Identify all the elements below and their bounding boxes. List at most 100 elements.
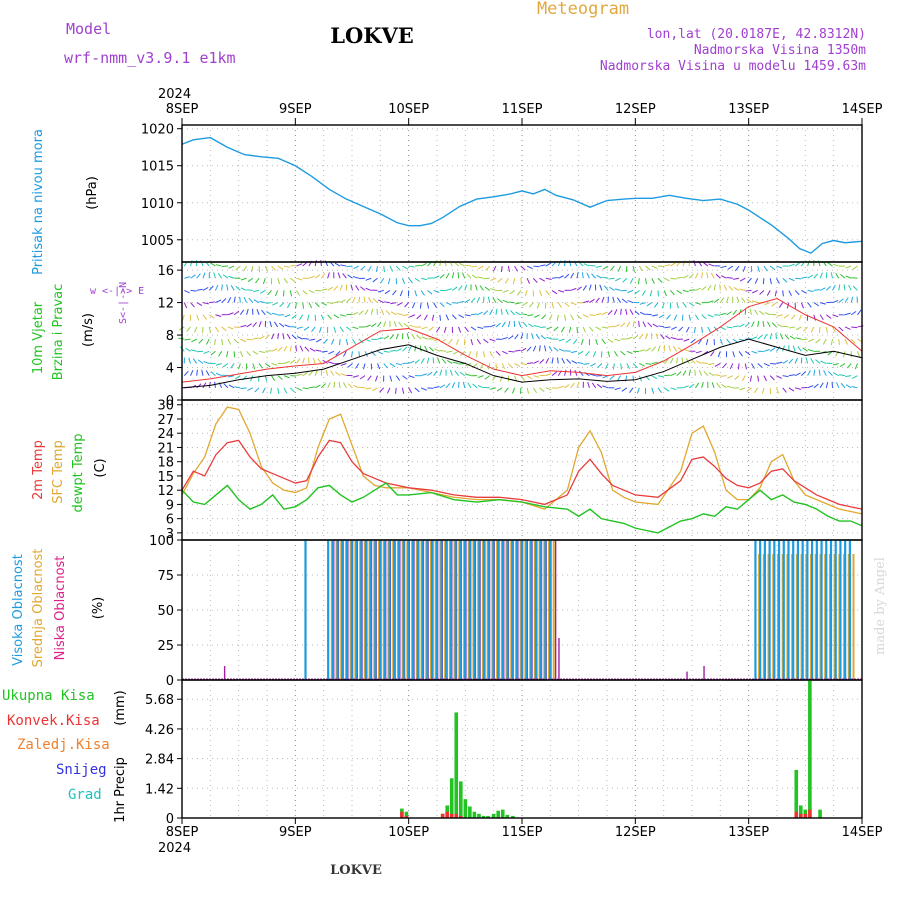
cloud-bar-high <box>459 540 462 680</box>
wind-arrow <box>235 265 241 271</box>
gust-line <box>181 297 863 383</box>
wind-arrow <box>396 362 403 366</box>
wind-arrow <box>782 290 784 297</box>
wind-arrow <box>401 278 406 285</box>
wind-arrow <box>350 284 354 291</box>
wind-arrow <box>327 286 333 291</box>
wind-arrow <box>683 338 690 342</box>
wind-arrow <box>844 338 848 345</box>
wind-arrow <box>239 296 241 303</box>
wind-arrow <box>497 298 503 303</box>
wind-arrow <box>833 372 839 377</box>
wind-arrow <box>759 290 765 295</box>
wind-arrow <box>844 297 849 303</box>
wind-arrow <box>427 290 433 295</box>
wind-arrow <box>642 321 646 328</box>
wind-arrow <box>681 357 684 364</box>
wind-arrow <box>531 333 534 340</box>
wind-arrow <box>774 290 777 297</box>
wind-arrow <box>749 308 752 315</box>
wind-arrow <box>327 382 331 389</box>
wind-arrow <box>851 375 858 379</box>
wind-arrow <box>617 265 622 272</box>
wind-arrow <box>803 326 808 332</box>
wind-arrow <box>694 369 696 376</box>
wind-arrow <box>788 263 795 267</box>
wind-arrow <box>335 371 341 377</box>
wind-arrow <box>311 326 316 333</box>
wind-arrow <box>548 314 553 321</box>
wind-arrow <box>421 326 428 330</box>
wind-arrow <box>441 358 447 364</box>
wind-arrow <box>634 290 640 295</box>
wind-arrow <box>350 351 354 358</box>
wind-arrow <box>414 387 420 393</box>
y-tick-label: 1005 <box>141 234 174 249</box>
wind-arrow <box>247 277 254 283</box>
wind-arrow <box>553 346 559 352</box>
wind-arrow <box>592 351 597 358</box>
wind-arrow <box>240 277 247 281</box>
wind-arrow <box>403 323 409 328</box>
wind-arrow <box>533 360 539 364</box>
y-tick-label: 75 <box>157 569 174 584</box>
wind-arrow <box>777 323 783 328</box>
wind-arrow <box>196 302 203 307</box>
wind-arrow <box>183 302 188 309</box>
wind-arrow <box>395 348 402 352</box>
wind-arrow <box>416 334 422 340</box>
temp-unit: (C) <box>93 458 108 477</box>
wind-arrow <box>197 359 204 364</box>
wind-arrow <box>389 349 396 352</box>
wind-arrow <box>807 274 814 279</box>
wind-arrow <box>747 277 752 283</box>
wind-arrow <box>822 338 827 345</box>
wind-arrow <box>649 290 653 297</box>
wind-arrow <box>514 302 521 305</box>
wind-arrow <box>483 338 489 344</box>
wind-arrow <box>278 322 285 328</box>
wind-arrow <box>466 273 472 279</box>
wind-arrow <box>462 272 466 279</box>
wind-arrow <box>203 361 210 364</box>
wind-arrow <box>271 375 276 382</box>
wind-arrow <box>565 338 572 344</box>
wind-arrow <box>477 326 484 330</box>
cloud-bar-high <box>407 540 410 680</box>
wind-arrow <box>670 337 677 340</box>
wind-arrow <box>670 277 677 280</box>
wind-arrow <box>471 274 478 279</box>
wind-arrow <box>589 298 595 304</box>
wind-arrow <box>302 302 305 309</box>
wind-arrow <box>545 387 552 391</box>
y-tick-label: 0 <box>166 674 174 689</box>
wind-arrow <box>228 265 235 269</box>
wind-arrow <box>527 362 534 364</box>
precip-unit: (mm) <box>113 690 128 725</box>
wind-arrow <box>807 302 812 308</box>
wind-arrow <box>372 277 378 283</box>
date-label-top: 10SEP <box>388 102 429 117</box>
wind-arrow <box>566 358 572 364</box>
wind-arrow <box>622 277 628 283</box>
station-title: LOKVE <box>330 23 414 48</box>
wind-arrow <box>514 265 518 272</box>
wind-arrow <box>271 333 275 340</box>
wind-arrow <box>395 387 397 394</box>
wind-arrow <box>464 299 471 304</box>
wind-arrow <box>695 287 702 291</box>
wind-arrow <box>782 325 789 328</box>
wind-arrow <box>571 360 578 364</box>
wind-arrow <box>191 338 197 343</box>
wind-arrow <box>672 346 678 352</box>
cloud-bar-low <box>554 540 557 680</box>
wind-arrow <box>795 387 802 390</box>
precip-bar-conv <box>794 811 799 818</box>
wind-arrow <box>801 371 806 377</box>
wind-arrow <box>666 314 671 320</box>
wind-arrow <box>246 289 253 291</box>
wind-arrow <box>720 265 727 269</box>
wind-arrow <box>240 287 247 291</box>
wind-arrow <box>595 326 602 331</box>
wind-arrow <box>445 272 450 279</box>
